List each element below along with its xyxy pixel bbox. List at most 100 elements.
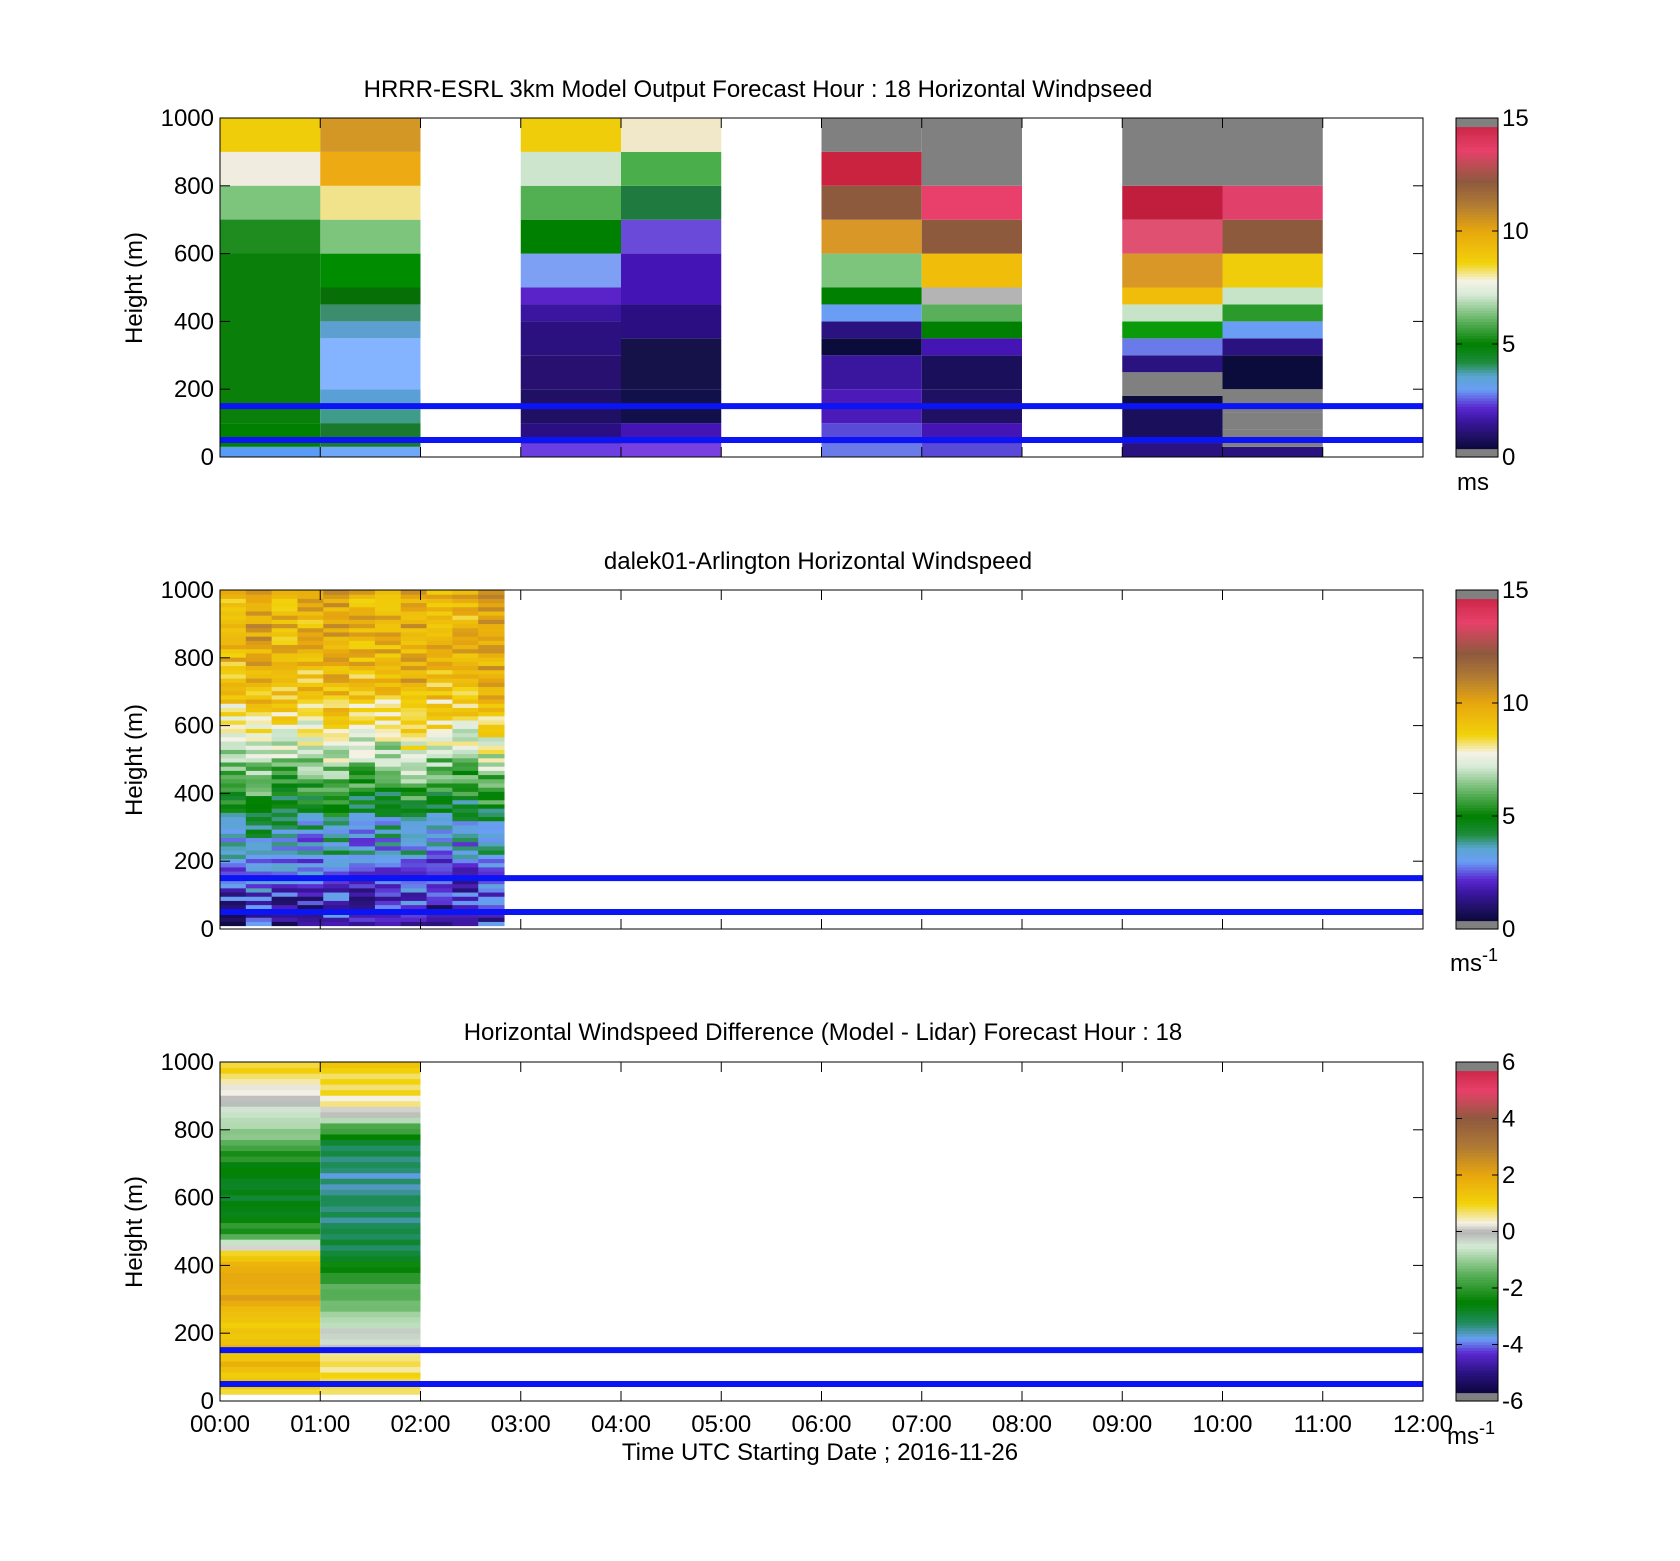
difference-cell [220, 1200, 321, 1207]
difference-cell [220, 1377, 321, 1384]
colorbar-segment [1456, 799, 1498, 803]
lidar-cell [271, 661, 298, 667]
lidar-cell [220, 921, 247, 927]
lidar-cell [400, 778, 428, 784]
lidar-cell [245, 782, 273, 788]
lidar-cell [426, 850, 453, 855]
colorbar-segment [1456, 604, 1498, 608]
colorbar-segment [1456, 1191, 1498, 1196]
lidar-cell [297, 850, 324, 855]
lidar-cell [245, 715, 273, 721]
lidar-cell [297, 883, 324, 889]
difference-cell [220, 1145, 321, 1152]
lidar-cell [297, 615, 324, 620]
unit-base: ms [1447, 1423, 1479, 1450]
colorbar-segment [1456, 397, 1498, 402]
lidar-cell [400, 694, 428, 700]
colorbar-segment [1456, 1172, 1498, 1176]
model-cell [1122, 338, 1223, 356]
colorbar-segment [1456, 1352, 1498, 1357]
difference-cell [320, 1239, 421, 1246]
difference-cell [320, 1377, 421, 1384]
lidar-cell [220, 594, 247, 599]
lidar-cell [323, 904, 350, 910]
lidar-cell [271, 753, 298, 759]
colorbar-segment [1456, 1367, 1498, 1371]
difference-cell [320, 1156, 421, 1163]
lidar-cell [297, 640, 324, 646]
panel-title: HRRR-ESRL 3km Model Output Forecast Hour… [364, 76, 1153, 103]
colorbar-segment [1456, 191, 1498, 195]
lidar-cell [426, 892, 453, 897]
lidar-windspeed-panel: dalek01-Arlington Horizontal Windspeed 0… [121, 548, 1529, 977]
lidar-cell [478, 644, 505, 650]
lidar-cell [426, 627, 453, 633]
colorbar-segment [1456, 717, 1498, 721]
lidar-cell [245, 686, 273, 692]
lidar-cell [245, 837, 273, 843]
lidar-cell [220, 799, 247, 805]
difference-cell [220, 1095, 321, 1102]
lidar-cell [349, 615, 376, 620]
colorbar-segment [1456, 231, 1498, 235]
lidar-cell [297, 602, 324, 608]
colorbar-segment [1456, 1361, 1498, 1365]
lidar-cell [220, 770, 247, 776]
colorbar-segment [1456, 1200, 1498, 1204]
lidar-cell [220, 724, 247, 729]
lidar-cell [452, 799, 479, 805]
colorbar-segment [1456, 609, 1498, 614]
lidar-cell [374, 917, 402, 922]
lidar-cell [400, 636, 428, 641]
lidar-cell [452, 862, 479, 868]
lidar-cell [426, 803, 453, 809]
y-tick-label: 600 [174, 713, 214, 740]
model-cell [821, 338, 922, 356]
colorbar-segment [1456, 273, 1498, 277]
colorbar-segment [1456, 1214, 1498, 1218]
colorbar-segment [1456, 208, 1498, 212]
lidar-cell [297, 606, 324, 612]
lidar-cell [245, 841, 273, 847]
model-cell [220, 151, 321, 186]
lidar-cell [323, 707, 350, 713]
colorbar-segment [1456, 301, 1498, 306]
lidar-cell [220, 736, 247, 742]
lidar-cell [349, 703, 376, 708]
lidar-cell [271, 845, 298, 851]
lidar-cell [245, 648, 273, 654]
lidar-cell [297, 778, 324, 784]
lidar-cell [297, 673, 324, 679]
colorbar-segment [1456, 1231, 1498, 1235]
lidar-cell [297, 757, 324, 763]
lidar-cell [374, 795, 402, 801]
lidar-cell [374, 661, 402, 667]
difference-cell [320, 1178, 421, 1185]
unit-exponent: -1 [1482, 945, 1498, 965]
colorbar-segment [1456, 1398, 1498, 1402]
lidar-cell [323, 724, 350, 729]
lidar-cell [426, 791, 453, 797]
lidar-cell [220, 711, 247, 717]
lidar-cell [452, 766, 479, 771]
lidar-cell [271, 917, 298, 922]
lidar-cell [297, 720, 324, 725]
lidar-cell [323, 694, 350, 700]
lidar-cell [323, 900, 350, 906]
colorbar-segment [1456, 1129, 1498, 1134]
lidar-cell [400, 808, 428, 813]
lidar-cell [400, 820, 428, 826]
colorbar-segment [1456, 646, 1498, 650]
difference-cell [320, 1222, 421, 1229]
colorbar-segment [1456, 1110, 1498, 1114]
lidar-cell [452, 820, 479, 826]
colorbar-segment [1456, 335, 1498, 339]
lidar-cell [452, 816, 479, 822]
difference-cell [220, 1222, 321, 1229]
lidar-cell [323, 619, 350, 625]
colorbar-segment [1456, 151, 1498, 156]
colorbar-unit: ms [1457, 469, 1489, 496]
lidar-cell [245, 854, 273, 859]
lidar-cell [297, 795, 324, 801]
lidar-cell [297, 728, 324, 734]
